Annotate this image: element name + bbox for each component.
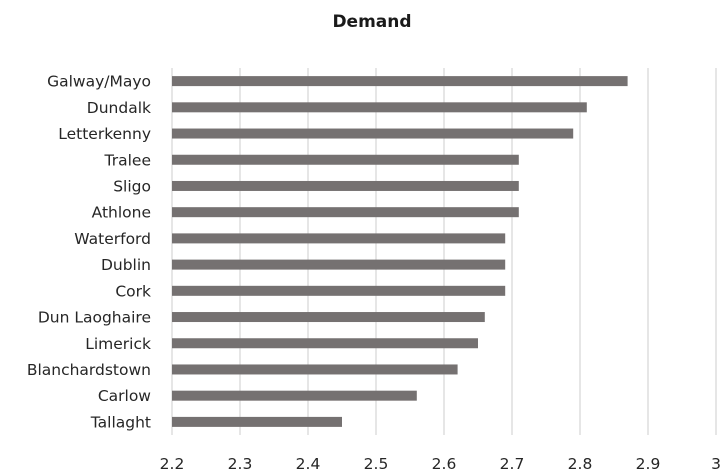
category-label: Letterkenny <box>58 125 151 143</box>
bars <box>172 76 628 427</box>
bar <box>172 285 506 296</box>
x-axis-tick-labels: 2.2 2.3 2.4 2.5 2.6 2.7 2.8 2.9 3 <box>160 455 720 473</box>
x-tick-label: 2.2 <box>160 455 185 473</box>
category-labels: Galway/Mayo Dundalk Letterkenny Tralee Sligo… <box>27 73 151 432</box>
x-tick-label: 3 <box>711 455 720 473</box>
gridlines <box>171 68 717 435</box>
x-tick-label: 2.3 <box>228 455 253 473</box>
category-label: Cork <box>115 282 151 300</box>
bar <box>172 233 506 244</box>
bar <box>172 312 485 323</box>
x-tick-label: 2.5 <box>364 455 389 473</box>
bar <box>172 259 506 270</box>
bar <box>172 154 519 165</box>
x-tick-label: 2.7 <box>500 455 525 473</box>
x-tick-label: 2.8 <box>568 455 593 473</box>
bar <box>172 364 458 375</box>
category-label: Athlone <box>92 204 151 222</box>
bar <box>172 207 519 218</box>
bar <box>172 416 342 427</box>
category-label: Carlow <box>98 387 151 405</box>
category-label: Dundalk <box>87 99 151 117</box>
bar <box>172 102 587 113</box>
category-label: Limerick <box>85 335 151 353</box>
category-label: Tralee <box>104 151 151 169</box>
bar <box>172 76 628 87</box>
x-tick-label: 2.4 <box>296 455 321 473</box>
category-label: Galway/Mayo <box>47 73 151 91</box>
category-label: Dublin <box>101 256 151 274</box>
bar <box>172 180 519 191</box>
bar <box>172 338 478 349</box>
category-label: Waterford <box>74 230 151 248</box>
chart-title: Demand <box>332 12 411 32</box>
category-label: Blanchardstown <box>27 361 151 379</box>
bar <box>172 128 574 139</box>
category-label: Dun Laoghaire <box>38 309 151 327</box>
category-label: Sligo <box>113 177 151 195</box>
bar <box>172 390 417 401</box>
category-label: Tallaght <box>90 413 151 431</box>
x-tick-label: 2.6 <box>432 455 457 473</box>
x-tick-label: 2.9 <box>636 455 661 473</box>
